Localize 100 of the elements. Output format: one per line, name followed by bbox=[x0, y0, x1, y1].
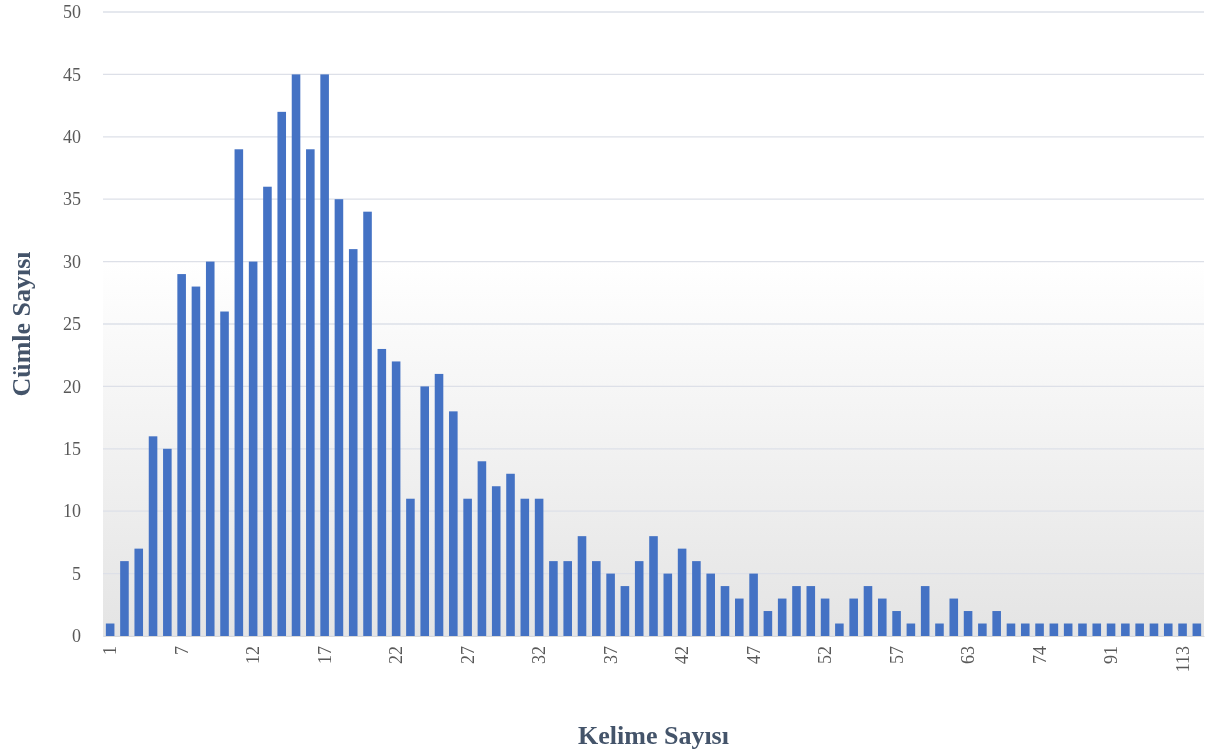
bar bbox=[163, 448, 172, 636]
bar bbox=[692, 561, 701, 636]
y-tick-label: 10 bbox=[63, 501, 81, 522]
bar bbox=[978, 623, 987, 636]
x-tick-label: 12 bbox=[243, 646, 264, 664]
x-tick-label: 63 bbox=[958, 646, 979, 664]
x-tick-label: 74 bbox=[1029, 646, 1050, 664]
bar bbox=[148, 436, 158, 636]
x-tick-label: 91 bbox=[1101, 646, 1122, 664]
x-tick-label: 57 bbox=[886, 646, 907, 664]
x-tick-label: 27 bbox=[457, 646, 478, 664]
bar bbox=[706, 573, 715, 636]
bar bbox=[1078, 623, 1087, 636]
bar bbox=[749, 573, 758, 636]
bar bbox=[177, 274, 186, 636]
bar bbox=[263, 186, 272, 636]
y-tick-label: 0 bbox=[72, 626, 81, 647]
bar bbox=[1063, 623, 1073, 636]
x-tick-label: 47 bbox=[743, 646, 764, 664]
bar bbox=[191, 286, 201, 636]
bar bbox=[506, 473, 515, 636]
bar bbox=[835, 623, 844, 636]
bar bbox=[391, 361, 401, 636]
y-tick-label: 45 bbox=[63, 64, 81, 85]
bar bbox=[477, 461, 487, 636]
bar bbox=[348, 249, 358, 636]
bar bbox=[534, 498, 544, 636]
bar bbox=[463, 498, 472, 636]
x-tick-label: 52 bbox=[815, 646, 836, 664]
bar bbox=[963, 611, 973, 636]
bar bbox=[820, 598, 830, 636]
bar bbox=[992, 611, 1001, 636]
bar bbox=[720, 586, 730, 636]
x-tick-label: 17 bbox=[314, 646, 335, 664]
bar bbox=[105, 623, 115, 636]
bar bbox=[935, 623, 944, 636]
bar bbox=[1163, 623, 1173, 636]
bar bbox=[806, 586, 816, 636]
bar bbox=[248, 261, 258, 636]
bar bbox=[449, 411, 458, 636]
bar bbox=[1121, 623, 1130, 636]
bar bbox=[849, 598, 858, 636]
bar bbox=[634, 561, 644, 636]
bar bbox=[1020, 623, 1030, 636]
bar bbox=[677, 548, 687, 636]
bar bbox=[306, 149, 315, 636]
bar bbox=[949, 598, 959, 636]
bar bbox=[1135, 623, 1144, 636]
bar bbox=[549, 561, 558, 636]
y-tick-label: 50 bbox=[63, 2, 81, 23]
y-tick-label: 25 bbox=[63, 314, 81, 335]
bar bbox=[577, 536, 587, 636]
x-tick-label: 113 bbox=[1172, 646, 1193, 673]
bar bbox=[763, 611, 773, 636]
bar bbox=[777, 598, 787, 636]
bar bbox=[735, 598, 744, 636]
x-tick-label: 7 bbox=[171, 646, 192, 655]
bar bbox=[491, 486, 501, 636]
bar bbox=[863, 586, 873, 636]
y-tick-label: 40 bbox=[63, 127, 81, 148]
x-tick-label: 22 bbox=[386, 646, 407, 664]
bar bbox=[906, 623, 916, 636]
bar bbox=[334, 199, 344, 636]
bar bbox=[563, 561, 572, 636]
bar bbox=[1106, 623, 1116, 636]
y-tick-label: 30 bbox=[63, 251, 81, 272]
bar bbox=[520, 498, 530, 636]
bar bbox=[592, 561, 601, 636]
bar bbox=[877, 598, 887, 636]
x-axis-title: Kelime Sayısı bbox=[578, 721, 729, 750]
y-tick-label: 15 bbox=[63, 439, 81, 460]
x-tick-label: 1 bbox=[100, 646, 121, 655]
bar bbox=[234, 149, 244, 636]
y-tick-label: 20 bbox=[63, 376, 81, 397]
bar bbox=[134, 548, 144, 636]
bar bbox=[920, 586, 930, 636]
x-tick-label: 32 bbox=[529, 646, 550, 664]
bar bbox=[120, 561, 129, 636]
bar bbox=[792, 586, 801, 636]
bar bbox=[220, 311, 229, 636]
y-tick-label: 35 bbox=[63, 189, 81, 210]
bar bbox=[291, 74, 301, 636]
bar bbox=[1178, 623, 1187, 636]
bar bbox=[663, 573, 673, 636]
x-tick-label: 37 bbox=[600, 646, 621, 664]
y-axis-title: Cümle Sayısı bbox=[7, 251, 36, 397]
bar bbox=[320, 74, 329, 636]
bar bbox=[1092, 623, 1102, 636]
bar bbox=[406, 498, 415, 636]
bar bbox=[606, 573, 615, 636]
bar bbox=[1035, 623, 1044, 636]
bar bbox=[377, 348, 387, 636]
bar bbox=[1149, 623, 1159, 636]
x-tick-label: 42 bbox=[672, 646, 693, 664]
bar bbox=[649, 536, 658, 636]
bar bbox=[1049, 623, 1059, 636]
bar bbox=[620, 586, 630, 636]
bar bbox=[277, 111, 287, 636]
bar bbox=[892, 611, 901, 636]
bar bbox=[205, 261, 215, 636]
